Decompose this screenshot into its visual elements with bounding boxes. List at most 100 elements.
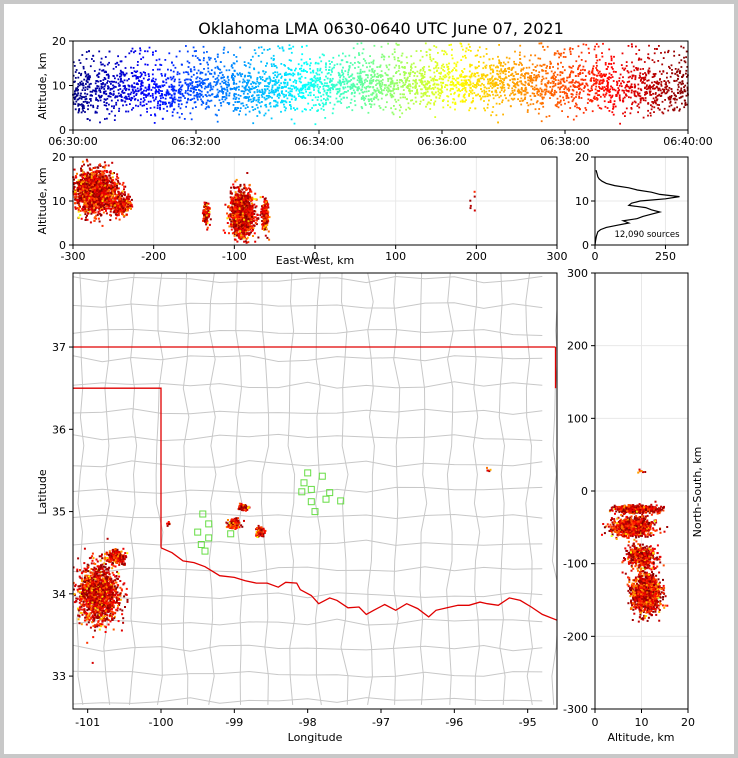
source-point (425, 105, 427, 108)
source-point (156, 68, 159, 71)
source-point (370, 61, 373, 64)
source-point (379, 76, 382, 78)
source-point (311, 85, 314, 88)
source-point (80, 80, 83, 83)
source-point (172, 87, 174, 90)
source-point (498, 59, 500, 62)
source-point (549, 63, 552, 65)
source-point (526, 91, 529, 94)
source-point (179, 96, 182, 99)
source-point (199, 82, 202, 85)
source-point (88, 83, 91, 86)
source-point (478, 65, 480, 67)
source-point (646, 79, 649, 82)
source-point (270, 57, 273, 60)
source-point (416, 88, 418, 91)
source-point (338, 82, 341, 85)
source-point (520, 88, 523, 91)
source-point (667, 80, 670, 82)
source-point (92, 89, 94, 92)
source-point (601, 52, 603, 54)
source-point (96, 206, 99, 209)
source-point (669, 101, 672, 104)
source-point (299, 73, 302, 76)
source-point (518, 54, 521, 56)
source-point (609, 88, 612, 91)
source-point (578, 85, 580, 88)
source-point (677, 91, 679, 94)
source-point (84, 75, 87, 78)
source-point (304, 85, 307, 88)
source-point (456, 82, 459, 84)
source-point (308, 88, 311, 90)
source-point (519, 51, 521, 54)
source-point (433, 77, 435, 80)
source-point (283, 93, 285, 96)
source-point (405, 108, 407, 111)
source-point (579, 87, 581, 90)
source-point (261, 90, 264, 93)
source-point (636, 91, 639, 94)
source-point (543, 63, 546, 66)
source-point (314, 104, 317, 106)
source-point (385, 89, 388, 92)
source-point (605, 88, 607, 90)
source-point (112, 86, 115, 89)
source-point (586, 102, 589, 104)
source-point (90, 212, 93, 215)
source-point (664, 83, 667, 86)
source-point (163, 93, 166, 96)
source-point (196, 83, 199, 86)
source-point (412, 82, 414, 85)
source-point (410, 63, 413, 66)
source-point (187, 93, 190, 96)
source-point (402, 71, 405, 74)
source-point (228, 69, 231, 72)
source-point (380, 45, 383, 48)
source-point (548, 115, 551, 117)
source-point (171, 114, 174, 117)
source-point (276, 93, 279, 96)
source-point (124, 67, 127, 69)
source-point (533, 92, 536, 95)
source-point (496, 84, 498, 86)
source-point (622, 112, 624, 115)
source-point (143, 89, 145, 92)
source-point (501, 85, 504, 88)
source-point (668, 105, 671, 108)
source-point (410, 65, 412, 68)
source-point (474, 75, 477, 78)
source-point (295, 82, 297, 84)
source-point (325, 68, 327, 71)
source-point (386, 66, 388, 69)
source-point (644, 76, 647, 79)
source-point (301, 110, 304, 113)
source-point (398, 60, 401, 62)
source-point (613, 100, 616, 103)
source-point (98, 205, 101, 208)
source-point (432, 78, 435, 81)
source-point (408, 72, 411, 75)
source-point (540, 83, 543, 85)
source-point (499, 72, 502, 75)
source-point (299, 88, 302, 91)
source-point (148, 46, 151, 49)
source-point (86, 93, 89, 96)
source-point (642, 81, 644, 83)
source-point (323, 98, 325, 100)
source-point (364, 104, 367, 106)
source-point (95, 217, 98, 220)
source-point (144, 63, 147, 66)
source-point (459, 74, 461, 77)
source-point (146, 107, 148, 110)
source-point (492, 106, 495, 108)
source-point (608, 91, 611, 94)
source-point (143, 104, 146, 107)
source-point (483, 89, 486, 92)
source-point (413, 79, 416, 82)
source-point (295, 89, 298, 92)
source-point (159, 108, 161, 111)
source-point (446, 84, 449, 87)
source-point (277, 81, 280, 84)
source-point (608, 48, 611, 51)
